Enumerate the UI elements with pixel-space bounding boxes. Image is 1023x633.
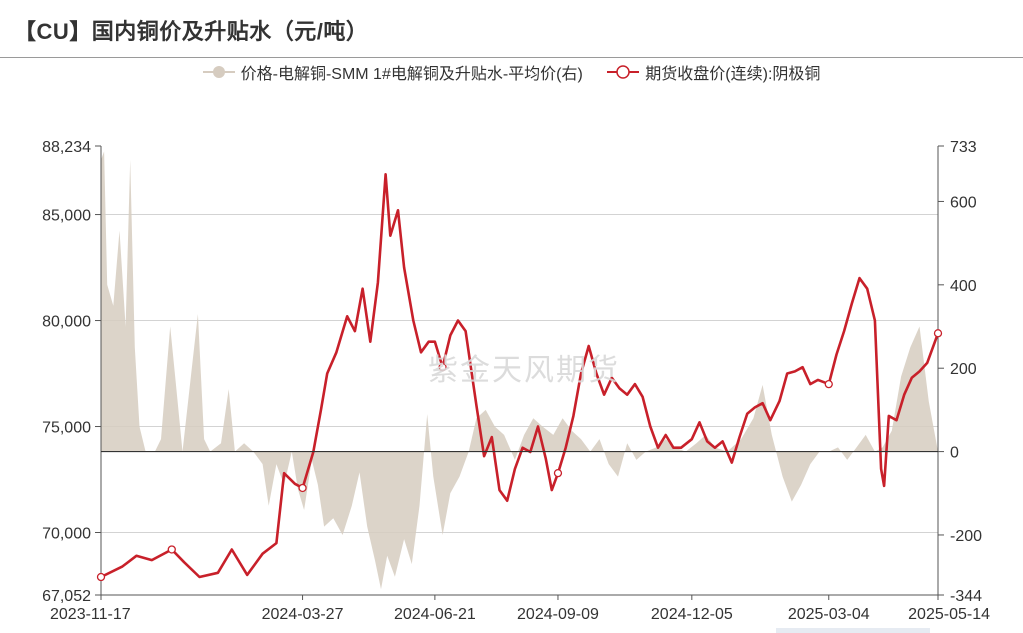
- line-marker: [933, 329, 943, 338]
- left-tick-label: 67,052: [42, 588, 91, 605]
- line-marker: [298, 483, 307, 493]
- left-tick-label: 85,000: [42, 208, 91, 225]
- x-tick-label: 2024-03-27: [262, 606, 344, 623]
- right-axis-ticks: 733 600 400 200 0 -200 -344: [938, 139, 982, 605]
- legend-swatch-line-icon: [607, 65, 640, 79]
- right-tick-label: 600: [950, 194, 977, 211]
- left-tick-label: 70,000: [42, 526, 91, 543]
- x-tick-label: 2024-12-05: [651, 606, 733, 623]
- legend-label-futures-close: 期货收盘价(连续):阴极铜: [645, 66, 821, 83]
- x-tick-label: 2025-03-04: [788, 606, 870, 623]
- grid-lines: [101, 214, 938, 534]
- right-tick-label: 733: [950, 139, 977, 156]
- axes: [100, 146, 939, 596]
- left-axis-ticks: 88,234 85,000 80,000 75,000 70,000 67,052: [42, 139, 101, 605]
- line-marker: [824, 379, 833, 389]
- line-markers: [96, 329, 943, 582]
- legend-label-spot-premium: 价格-电解铜-SMM 1#电解铜及升贴水-平均价(右): [240, 66, 583, 83]
- chart-title: 【CU】国内铜价及升贴水（元/吨）: [14, 19, 369, 44]
- left-tick-label: 75,000: [42, 420, 91, 437]
- right-tick-label: 0: [950, 445, 959, 462]
- right-tick-label: 400: [950, 278, 977, 295]
- right-tick-label: -200: [950, 528, 982, 545]
- x-axis-ticks: 2023-11-17 2024-03-27 2024-06-21 2024-09-09…: [50, 595, 990, 623]
- left-tick-label: 88,234: [42, 139, 91, 156]
- scrollbar-track[interactable]: [776, 628, 930, 633]
- title-divider: [0, 57, 1023, 58]
- line-marker: [167, 545, 176, 554]
- x-tick-label: 2024-06-21: [394, 606, 476, 623]
- x-tick-label: 2024-09-09: [517, 606, 599, 623]
- futures-close-line: [100, 173, 940, 579]
- x-tick-label: 2025-05-14: [908, 606, 990, 623]
- legend-item-futures-close[interactable]: 期货收盘价(连续):阴极铜: [607, 60, 820, 84]
- watermark-text: 紫金天风期货: [428, 354, 620, 387]
- futures-close-line-path: [100, 173, 940, 579]
- x-tick-label: 2023-11-17: [50, 606, 131, 623]
- chart-legend: 价格-电解铜-SMM 1#电解铜及升贴水-平均价(右) 期货收盘价(连续):阴极…: [0, 60, 1023, 84]
- line-marker: [96, 572, 106, 582]
- legend-swatch-area-icon: [202, 66, 235, 78]
- line-marker: [553, 469, 563, 478]
- left-tick-label: 80,000: [42, 314, 91, 331]
- right-tick-label: 200: [950, 361, 977, 378]
- legend-item-spot-premium[interactable]: 价格-电解铜-SMM 1#电解铜及升贴水-平均价(右): [202, 60, 583, 84]
- right-tick-label: -344: [950, 588, 982, 605]
- line-marker: [438, 363, 447, 372]
